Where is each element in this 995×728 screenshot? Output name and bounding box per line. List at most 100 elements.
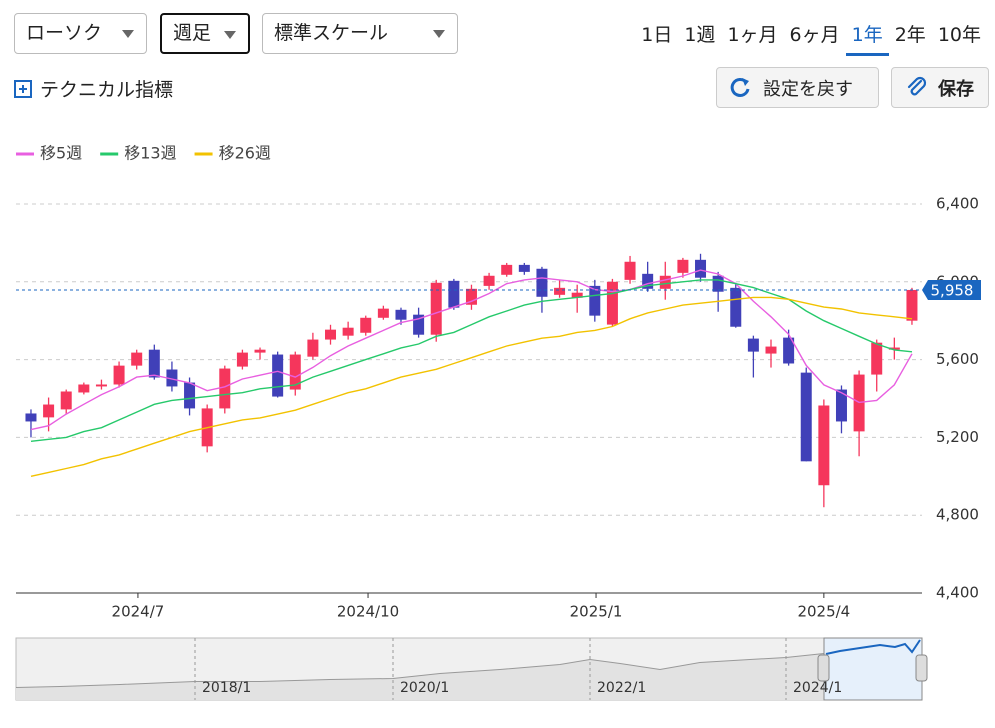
dropdown-arrow <box>224 31 236 39</box>
candle-body <box>325 329 337 340</box>
candle-body <box>448 280 460 308</box>
navigator-history <box>15 653 825 689</box>
reset-icon <box>730 77 750 97</box>
candle-body <box>783 337 795 364</box>
dropdown-arrow <box>122 30 134 38</box>
candle-body <box>131 352 143 366</box>
chart-type-dropdown[interactable]: ローソク <box>14 13 147 54</box>
period-tab[interactable]: 1日 <box>641 24 673 46</box>
x-tick-label: 2024/10 <box>337 603 399 621</box>
period-tab[interactable]: 10年 <box>937 24 981 46</box>
candle-body <box>818 405 830 486</box>
candle-body <box>853 374 865 432</box>
period-tabs: 1日 1週 1ヶ月 6ヶ月 1年 2年 10年 <box>635 18 987 56</box>
candle-body <box>765 346 777 354</box>
period-tab[interactable]: 1ヶ月 <box>727 24 778 46</box>
candle-body <box>695 259 707 278</box>
clip-icon <box>907 76 927 95</box>
last-price-label: 5,958 <box>931 281 974 299</box>
period-tab[interactable]: 2年 <box>894 24 926 46</box>
y-tick-label: 5,600 <box>936 350 979 368</box>
y-tick-label: 5,200 <box>936 428 979 446</box>
x-tick-label: 2024/7 <box>112 603 165 621</box>
candle-body <box>289 354 301 390</box>
candle-body <box>201 408 213 447</box>
navigator: 2018/1 2020/1 2022/1 2024/1 <box>15 637 928 701</box>
candle-body <box>554 287 566 295</box>
ma-line <box>30 279 913 442</box>
candle-body <box>148 349 160 378</box>
save-button[interactable]: 保存 <box>891 67 989 108</box>
navigator-selected-line <box>825 639 921 655</box>
candle-body <box>395 309 407 320</box>
plus-icon <box>14 79 32 98</box>
dropdown-label: 標準スケール <box>274 22 389 44</box>
candle-body <box>571 292 583 298</box>
candle-body <box>113 365 125 385</box>
candle-body <box>730 287 742 327</box>
candle-body <box>430 282 442 335</box>
candle-body <box>43 404 55 418</box>
candle-body <box>677 259 689 273</box>
navigator-handle[interactable] <box>817 654 830 682</box>
candle-body <box>465 288 477 305</box>
navigator-window[interactable] <box>823 637 923 701</box>
legend-label: 移26週 <box>219 144 271 163</box>
candle-body <box>712 275 724 292</box>
scale-dropdown[interactable]: 標準スケール <box>262 13 458 54</box>
last-price-badge <box>922 279 981 300</box>
period-tab[interactable]: 6ヶ月 <box>789 24 840 46</box>
candle-body <box>642 273 654 289</box>
dropdown-label: ローソク <box>26 22 103 44</box>
candle-body <box>800 372 812 462</box>
candle-body <box>60 391 72 410</box>
technical-label: テクニカル指標 <box>40 79 174 101</box>
navigator-label: 2018/1 <box>202 680 251 696</box>
candle-body <box>166 369 178 387</box>
candle-body <box>184 382 196 409</box>
candle-body <box>747 338 759 352</box>
navigator-area <box>16 654 824 700</box>
candle-body <box>25 413 37 422</box>
candle-body <box>272 354 284 397</box>
candle-body <box>871 342 883 375</box>
period-tab[interactable]: 1年 <box>845 18 889 56</box>
x-tick-label: 2025/1 <box>570 603 623 621</box>
technical-toggle[interactable]: テクニカル指標 <box>14 75 173 102</box>
candle-body <box>377 308 389 318</box>
candle-body <box>342 327 354 336</box>
legend-label: 移5週 <box>40 144 82 163</box>
candle-body <box>360 317 372 333</box>
candle-body <box>483 275 495 286</box>
candle-body <box>307 339 319 357</box>
period-tab[interactable]: 1週 <box>684 24 716 46</box>
reset-button[interactable]: 設定を戻す <box>716 67 879 108</box>
x-tick-label: 2025/4 <box>797 603 850 621</box>
save-label: 保存 <box>938 78 974 100</box>
candle-body <box>518 264 530 272</box>
interval-dropdown[interactable]: 週足 <box>160 13 250 54</box>
candle-body <box>501 264 513 275</box>
candle-body <box>413 314 425 335</box>
candle-body <box>624 261 636 280</box>
navigator-label: 2020/1 <box>400 680 449 696</box>
navigator-handle[interactable] <box>915 654 928 682</box>
legend-label: 移13週 <box>124 144 176 163</box>
ma-line <box>30 269 913 431</box>
candle-body <box>888 347 900 350</box>
y-tick-label: 6,000 <box>936 272 979 290</box>
candle-body <box>536 268 548 297</box>
dropdown-label: 週足 <box>173 22 212 44</box>
navigator-frame <box>15 637 923 701</box>
y-tick-label: 4,400 <box>936 584 979 602</box>
y-tick-label: 4,800 <box>936 506 979 524</box>
candle-body <box>254 349 266 353</box>
candle-body <box>95 384 107 387</box>
candle-body <box>906 289 918 321</box>
navigator-label: 2024/1 <box>793 680 842 696</box>
candle-body <box>659 275 671 289</box>
y-tick-label: 6,400 <box>936 195 979 213</box>
candle-body <box>606 281 618 325</box>
